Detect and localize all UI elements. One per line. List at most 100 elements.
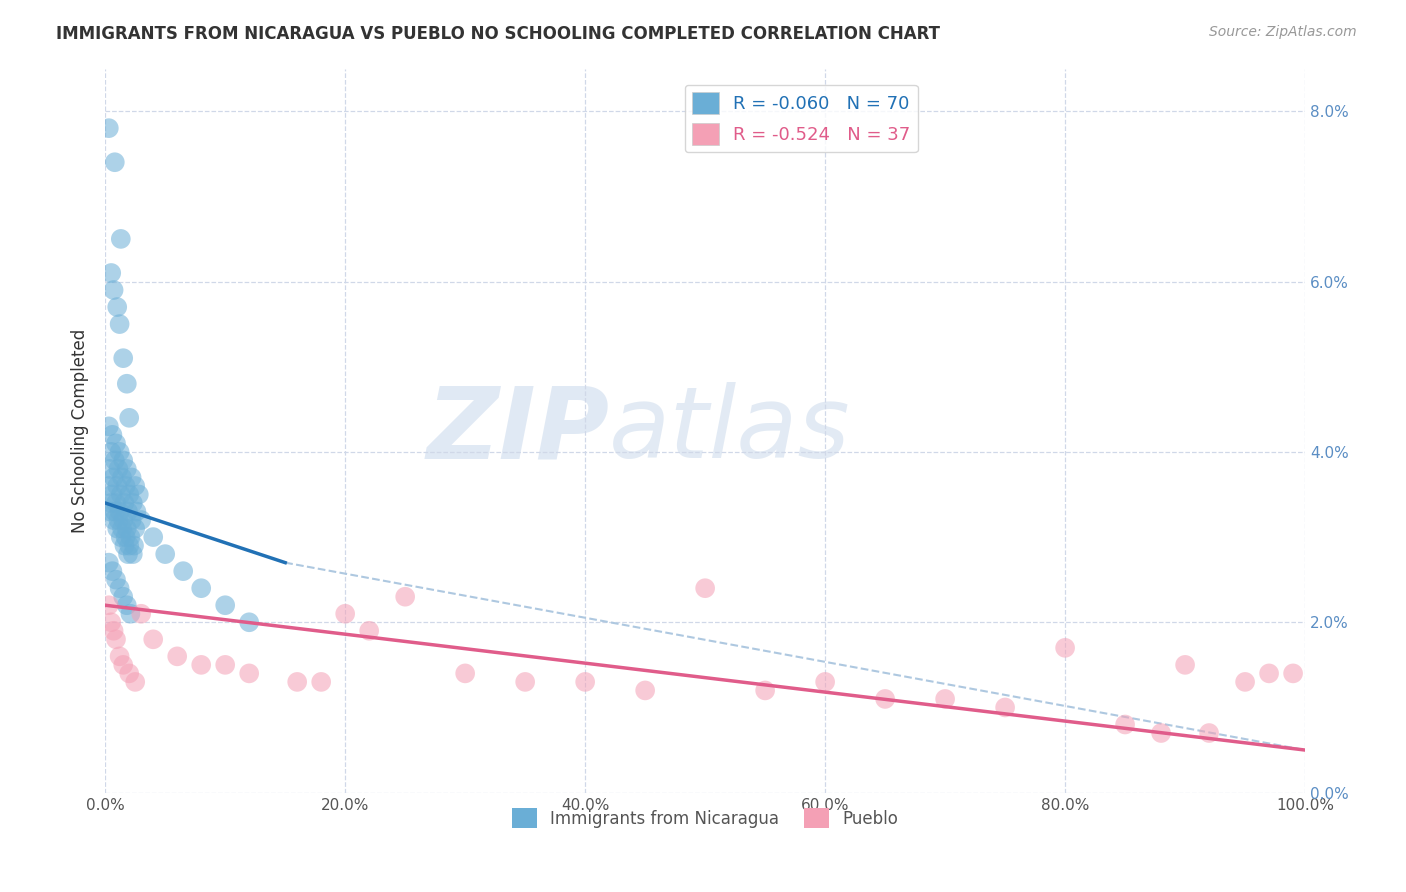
Text: ZIP: ZIP (426, 382, 609, 479)
Point (122, 539, 145, 553)
Point (124, 479, 146, 493)
Point (110, 232, 132, 246)
Point (125, 504, 148, 518)
Point (129, 607, 152, 621)
Point (172, 564, 194, 578)
Point (285, 674, 308, 689)
Point (100, 445, 122, 459)
Point (107, 513, 129, 527)
Point (101, 427, 124, 442)
Point (103, 283, 125, 297)
Point (108, 504, 131, 518)
Point (115, 522, 138, 536)
Point (214, 599, 236, 613)
Point (115, 599, 138, 613)
Text: IMMIGRANTS FROM NICARAGUA VS PUEBLO NO SCHOOLING COMPLETED CORRELATION CHART: IMMIGRANTS FROM NICARAGUA VS PUEBLO NO S… (56, 25, 941, 43)
Text: Source: ZipAtlas.com: Source: ZipAtlas.com (1209, 25, 1357, 39)
Point (238, 615, 260, 630)
Point (111, 470, 134, 484)
Point (238, 666, 260, 681)
Point (108, 317, 131, 331)
Point (110, 530, 132, 544)
Point (112, 539, 135, 553)
Point (875, 692, 897, 706)
Point (98, 462, 121, 476)
Point (394, 590, 416, 604)
Point (112, 513, 135, 527)
Point (115, 462, 138, 476)
Point (120, 607, 142, 621)
Point (695, 581, 717, 595)
Point (114, 530, 136, 544)
Point (1174, 657, 1197, 672)
Point (104, 504, 127, 518)
Point (118, 666, 141, 681)
Point (105, 496, 128, 510)
Point (105, 300, 128, 314)
Point (934, 692, 956, 706)
Point (309, 674, 332, 689)
Point (814, 674, 837, 689)
Point (117, 547, 139, 561)
Point (121, 470, 143, 484)
Point (190, 581, 212, 595)
Point (124, 522, 146, 536)
Point (110, 487, 132, 501)
Point (101, 487, 124, 501)
Point (101, 564, 124, 578)
Point (121, 496, 143, 510)
Point (121, 513, 143, 527)
Point (100, 615, 122, 630)
Point (454, 666, 477, 681)
Point (1150, 726, 1173, 740)
Point (1114, 717, 1136, 731)
Point (112, 590, 135, 604)
Point (100, 266, 122, 280)
Point (98, 504, 121, 518)
Point (118, 410, 141, 425)
Point (105, 573, 128, 587)
Point (107, 462, 129, 476)
Point (97, 556, 120, 570)
Point (105, 522, 128, 536)
Point (105, 479, 128, 493)
Point (105, 632, 128, 647)
Point (103, 624, 125, 638)
Point (117, 504, 139, 518)
Point (111, 522, 134, 536)
Point (754, 683, 776, 698)
Point (120, 530, 142, 544)
Point (108, 649, 131, 664)
Point (112, 657, 135, 672)
Point (104, 155, 127, 169)
Point (108, 581, 131, 595)
Point (142, 632, 165, 647)
Point (166, 649, 188, 664)
Point (574, 674, 596, 689)
Point (103, 470, 125, 484)
Point (97, 599, 120, 613)
Point (335, 607, 357, 621)
Point (128, 487, 150, 501)
Point (124, 674, 146, 689)
Point (112, 496, 135, 510)
Point (129, 513, 152, 527)
Point (114, 479, 136, 493)
Point (155, 547, 177, 561)
Legend: Immigrants from Nicaragua, Pueblo: Immigrants from Nicaragua, Pueblo (505, 801, 905, 835)
Point (190, 657, 212, 672)
Point (97, 121, 120, 136)
Text: atlas: atlas (609, 382, 851, 479)
Point (994, 700, 1017, 714)
Point (214, 657, 236, 672)
Point (634, 683, 657, 698)
Point (1234, 674, 1257, 689)
Point (515, 674, 537, 689)
Point (103, 513, 125, 527)
Point (97, 479, 120, 493)
Point (112, 453, 135, 467)
Point (118, 539, 141, 553)
Point (142, 530, 165, 544)
Point (1054, 640, 1077, 655)
Point (121, 547, 143, 561)
